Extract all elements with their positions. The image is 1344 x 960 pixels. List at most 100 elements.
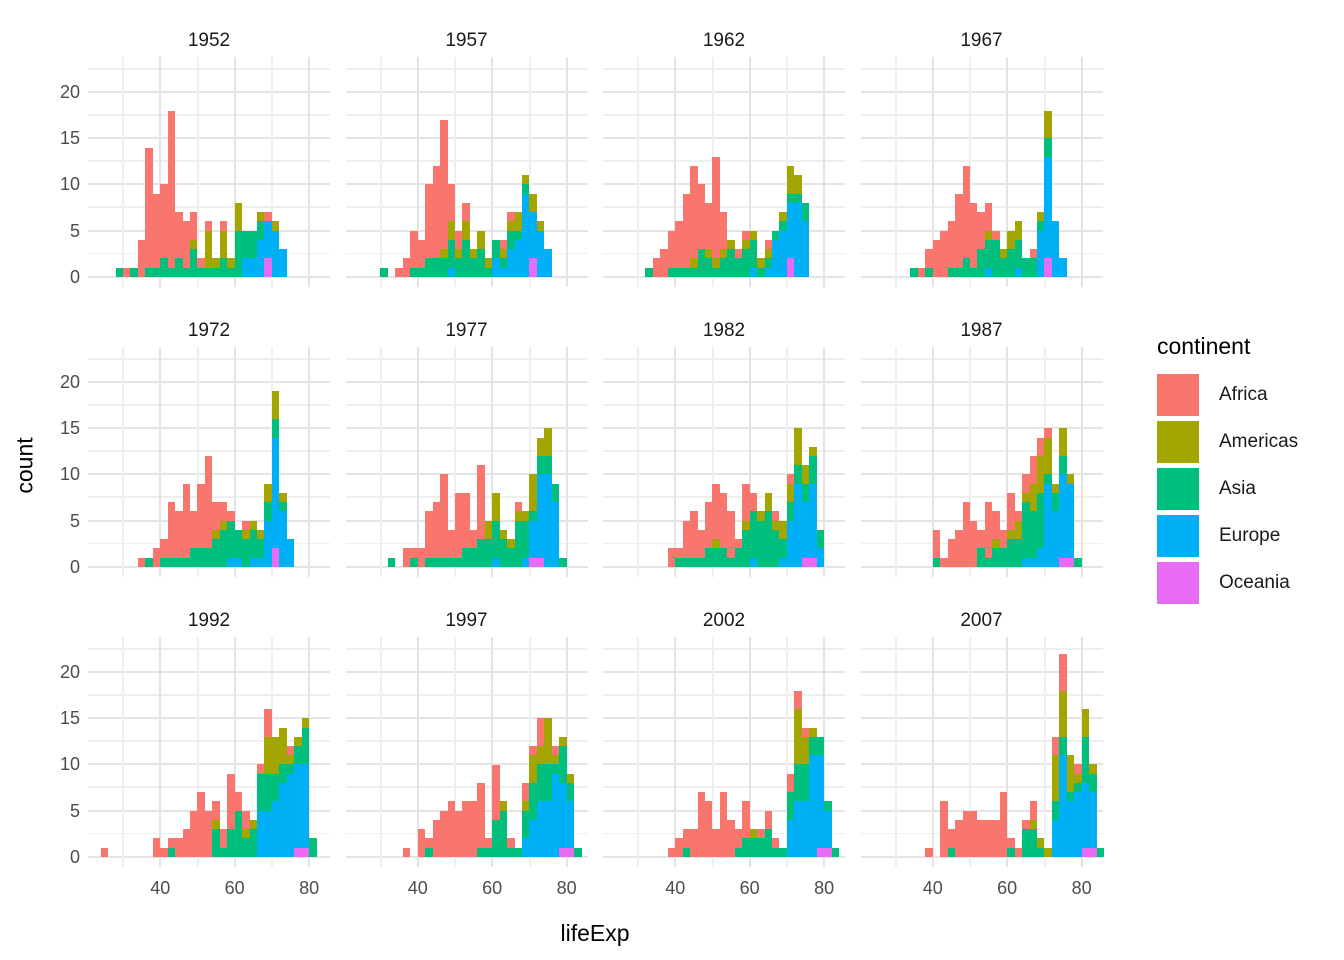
facet-panel-1997 — [345, 637, 588, 867]
bar-segment-asia — [432, 557, 441, 567]
gridline-major-y — [345, 855, 588, 858]
bar-segment-asia — [440, 258, 448, 277]
bar-segment-asia — [242, 838, 250, 857]
bar-segment-africa — [182, 221, 190, 268]
bar-segment-asia — [521, 520, 530, 558]
bar-segment-africa — [160, 847, 168, 857]
bar-segment-oceania — [809, 557, 817, 567]
gridline-major-y — [603, 183, 845, 186]
bar-segment-africa — [492, 764, 500, 820]
bar-segment-africa — [264, 709, 272, 737]
bar-segment-asia — [160, 557, 168, 567]
gridline-minor-y — [603, 786, 845, 789]
bar-segment-africa — [719, 792, 728, 857]
bar-segment-asia — [1089, 773, 1097, 793]
gridline-minor-y — [345, 114, 588, 116]
bar-segment-americas — [794, 175, 802, 194]
bar-segment-americas — [286, 755, 295, 765]
bar-segment-europe — [1059, 258, 1067, 277]
gridline-major-x — [1080, 347, 1083, 577]
gridline-minor-x — [969, 637, 972, 867]
y-tick-label: 0 — [69, 846, 80, 867]
bar-segment-asia — [697, 557, 705, 567]
legend-key-europe-swatch — [1157, 515, 1199, 557]
bar-segment-africa — [507, 212, 515, 222]
facet-panel-1982 — [603, 347, 845, 577]
bar-segment-africa — [992, 819, 1000, 857]
bar-segment-africa — [705, 202, 713, 250]
gridline-major-y — [88, 809, 330, 812]
bar-segment-asia — [772, 230, 780, 240]
bar-segment-africa — [727, 511, 735, 558]
gridline-major-x — [1006, 57, 1009, 287]
bar-segment-asia — [977, 548, 985, 567]
legend-item-europe: Europe — [1157, 515, 1337, 557]
bar-segment-asia — [387, 557, 396, 567]
bar-segment-africa — [727, 819, 735, 857]
bar-segment-americas — [1081, 709, 1090, 737]
bar-segment-asia — [115, 267, 123, 277]
gridline-minor-y — [345, 740, 588, 742]
bar-segment-asia — [772, 847, 780, 857]
bar-segment-europe — [536, 230, 545, 277]
bar-segment-asia — [227, 267, 235, 277]
bar-segment-americas — [447, 221, 455, 240]
bar-segment-asia — [719, 548, 728, 567]
bar-segment-asia — [955, 267, 963, 277]
x-tick-label: 80 — [1071, 878, 1092, 898]
gridline-minor-y — [860, 357, 1103, 360]
bar-segment-americas — [219, 520, 228, 530]
bar-segment-africa — [786, 474, 795, 484]
y-tick-label: 20 — [59, 372, 80, 393]
bar-segment-africa — [719, 492, 728, 549]
bar-segment-asia — [764, 258, 773, 268]
bar-segment-africa — [122, 267, 131, 277]
y-tick-label: 5 — [69, 510, 80, 531]
bar-segment-africa — [712, 483, 720, 540]
bar-segment-asia — [234, 529, 243, 558]
bar-segment-americas — [529, 474, 537, 512]
gridline-major-x — [416, 57, 419, 287]
bar-segment-americas — [536, 221, 545, 231]
gridline-minor-y — [345, 160, 588, 162]
bar-segment-americas — [521, 175, 530, 185]
bar-segment-africa — [667, 847, 676, 857]
bar-segment-asia — [521, 184, 530, 194]
gridline-major-x — [674, 57, 677, 287]
bar-segment-asia — [499, 539, 508, 567]
gridline-major-x — [931, 347, 934, 577]
bar-segment-americas — [264, 483, 272, 503]
bar-segment-africa — [440, 474, 448, 558]
bar-segment-europe — [816, 755, 825, 848]
bar-segment-asia — [566, 782, 575, 802]
bar-segment-asia — [559, 557, 567, 567]
gridline-minor-y — [860, 694, 1103, 696]
bar-segment-africa — [462, 202, 470, 222]
bar-segment-africa — [212, 801, 220, 820]
bar-segment-europe — [286, 773, 295, 857]
bar-segment-africa — [484, 838, 493, 848]
bar-segment-africa — [219, 829, 228, 848]
bar-segment-americas — [1014, 520, 1023, 540]
bar-segment-americas — [271, 391, 280, 420]
bar-segment-africa — [969, 810, 978, 857]
bar-segment-asia — [910, 267, 918, 277]
bar-segment-asia — [794, 193, 802, 203]
bar-segment-africa — [152, 193, 161, 268]
bar-segment-asia — [734, 548, 743, 567]
bar-segment-americas — [1059, 428, 1067, 456]
bar-segment-africa — [197, 483, 205, 549]
bar-segment-asia — [175, 557, 183, 567]
gridline-major-y — [88, 717, 330, 720]
gridline-major-y — [345, 137, 588, 140]
gridline-major-y — [603, 671, 845, 674]
bar-segment-africa — [940, 230, 948, 277]
y-tick-label: 0 — [69, 266, 80, 287]
gridline-major-x — [565, 57, 568, 287]
bar-segment-africa — [734, 539, 743, 549]
bar-segment-asia — [742, 249, 750, 277]
bar-segment-africa — [152, 838, 161, 857]
bar-segment-africa — [984, 502, 993, 558]
bar-segment-americas — [727, 239, 735, 250]
gridline-minor-x — [122, 637, 125, 867]
